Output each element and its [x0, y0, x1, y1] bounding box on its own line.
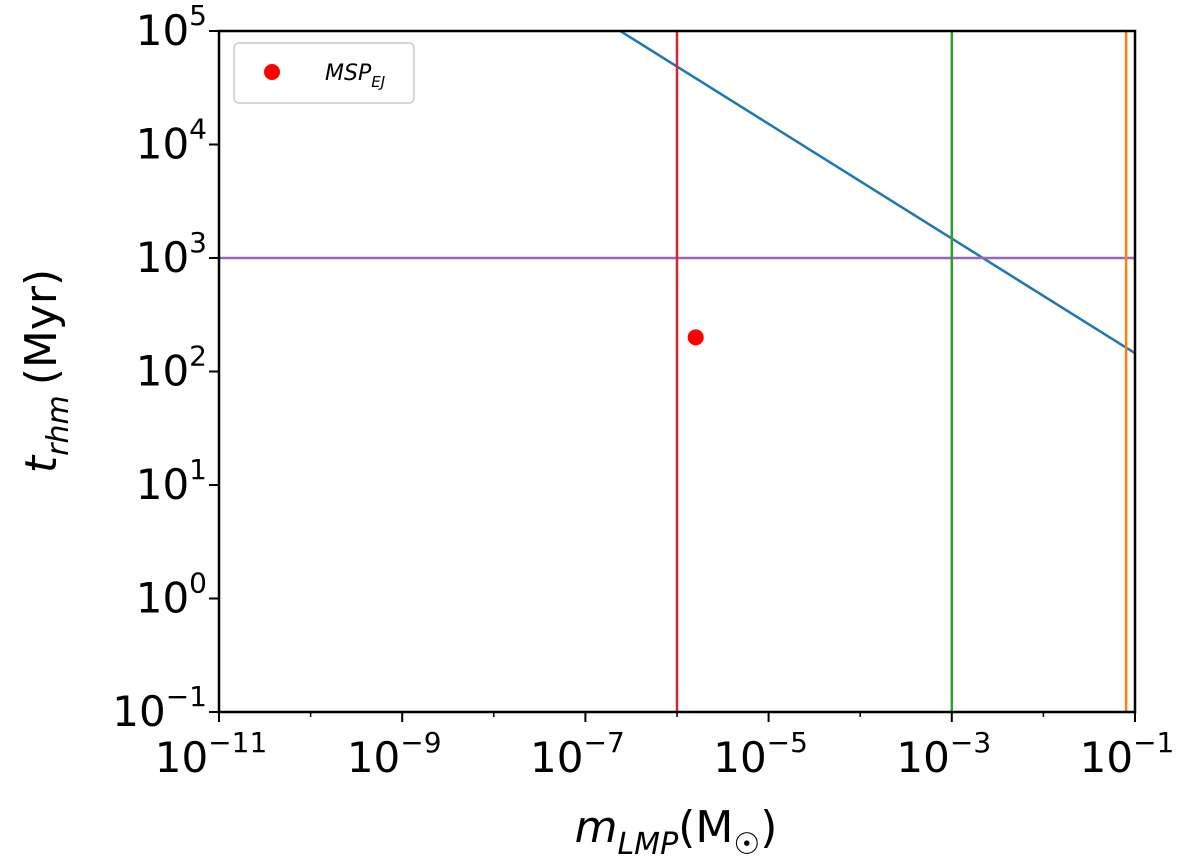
tick-layer: 10−11 10−9 10−7 10−5 10−3 10−1 10−1 100 101 102 10… — [112, 0, 1174, 782]
x-tick-label-2: 10−7 — [530, 726, 625, 782]
y-tick-label-3: 102 — [136, 340, 207, 396]
legend-label: MSPEJ — [325, 61, 385, 91]
scatter-point-msp_ej-0 — [687, 329, 704, 346]
series-line-diagonal — [619, 29, 1136, 355]
y-tick-label-5: 104 — [136, 113, 207, 169]
x-tick-label-1: 10−9 — [347, 726, 442, 782]
x-axis-label: mLMP(M☉) — [575, 802, 778, 857]
x-tick-label-0: 10−11 — [155, 726, 268, 782]
y-tick-label-2: 101 — [136, 453, 207, 509]
x-tick-label-5: 10−1 — [1080, 726, 1175, 782]
y-tick-label-1: 100 — [136, 567, 207, 623]
legend: MSPEJ — [233, 42, 415, 104]
y-tick-label-6: 105 — [136, 0, 207, 55]
x-tick-label-4: 10−3 — [896, 726, 991, 782]
legend-marker-msp-ej — [264, 64, 280, 80]
x-tick-label-3: 10−5 — [713, 726, 808, 782]
y-tick-label-4: 103 — [136, 226, 207, 282]
series-layer — [219, 29, 1136, 712]
legend-box — [233, 42, 415, 104]
y-axis-label: trhm(Myr) — [16, 269, 76, 473]
y-tick-label-0: 10−1 — [112, 680, 207, 736]
